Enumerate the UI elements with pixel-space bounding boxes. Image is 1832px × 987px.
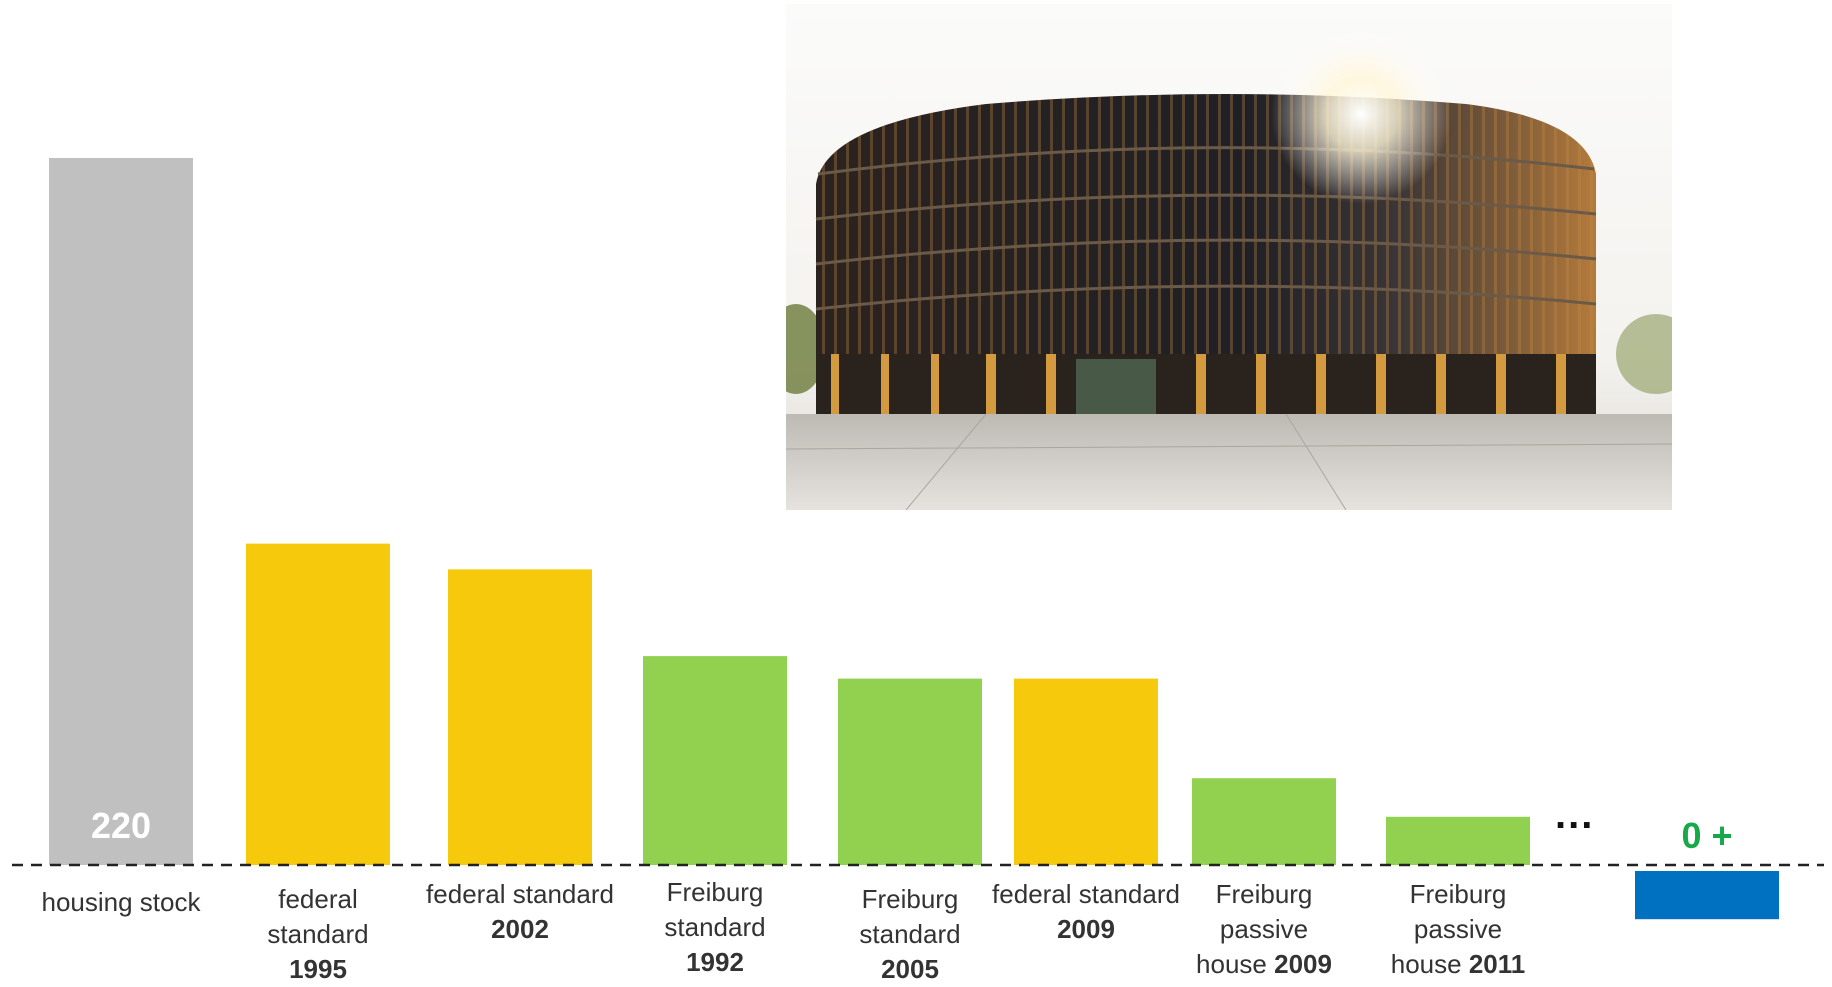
- category-year: 2009: [1057, 914, 1115, 944]
- category-year: 2009: [1274, 949, 1332, 979]
- bar-6: [1192, 778, 1336, 865]
- category-year: 2005: [881, 954, 939, 984]
- bar-4: [838, 678, 982, 865]
- category-text: Freiburg standard: [664, 877, 766, 942]
- category-year: 1992: [686, 947, 744, 977]
- bar-0: [49, 158, 193, 865]
- category-label-7: Freiburg passive house 2011: [1388, 877, 1528, 982]
- category-label-5: federal standard 2009: [976, 877, 1196, 947]
- category-label-0: housing stock: [21, 885, 221, 920]
- ellipsis: ...: [1555, 793, 1595, 837]
- category-label-2: federal standard 2002: [410, 877, 630, 947]
- category-text: federal standard: [426, 879, 614, 909]
- category-text: Freiburg passive house: [1390, 879, 1507, 979]
- category-label-6: Freiburg passive house 2009: [1194, 877, 1334, 982]
- category-year: 2011: [1468, 949, 1526, 979]
- category-text: federal standard: [992, 879, 1180, 909]
- category-label-3: Freiburg standard 1992: [650, 875, 780, 980]
- value-label-first: 220: [90, 805, 152, 846]
- category-text: Freiburg standard: [859, 884, 961, 949]
- category-text: federal standard: [267, 884, 369, 949]
- building-photo: [786, 4, 1672, 510]
- bar-7: [1386, 816, 1530, 865]
- bar-3: [643, 656, 787, 865]
- bar-5: [1014, 678, 1158, 865]
- category-year: 2002: [491, 914, 549, 944]
- category-label-4: Freiburg standard 2005: [840, 882, 980, 987]
- building-illustration: [786, 24, 1672, 510]
- category-text: housing stock: [41, 887, 201, 917]
- category-text: Freiburg passive house: [1196, 879, 1313, 979]
- bars-group: [49, 158, 1779, 920]
- category-label-1: federal standard 1995: [248, 882, 388, 987]
- bar-8: [1635, 871, 1779, 920]
- bar-2: [448, 569, 592, 865]
- bar-1: [246, 543, 390, 865]
- value-label-zero-plus: 0 +: [1681, 815, 1733, 856]
- category-year: 1995: [289, 954, 347, 984]
